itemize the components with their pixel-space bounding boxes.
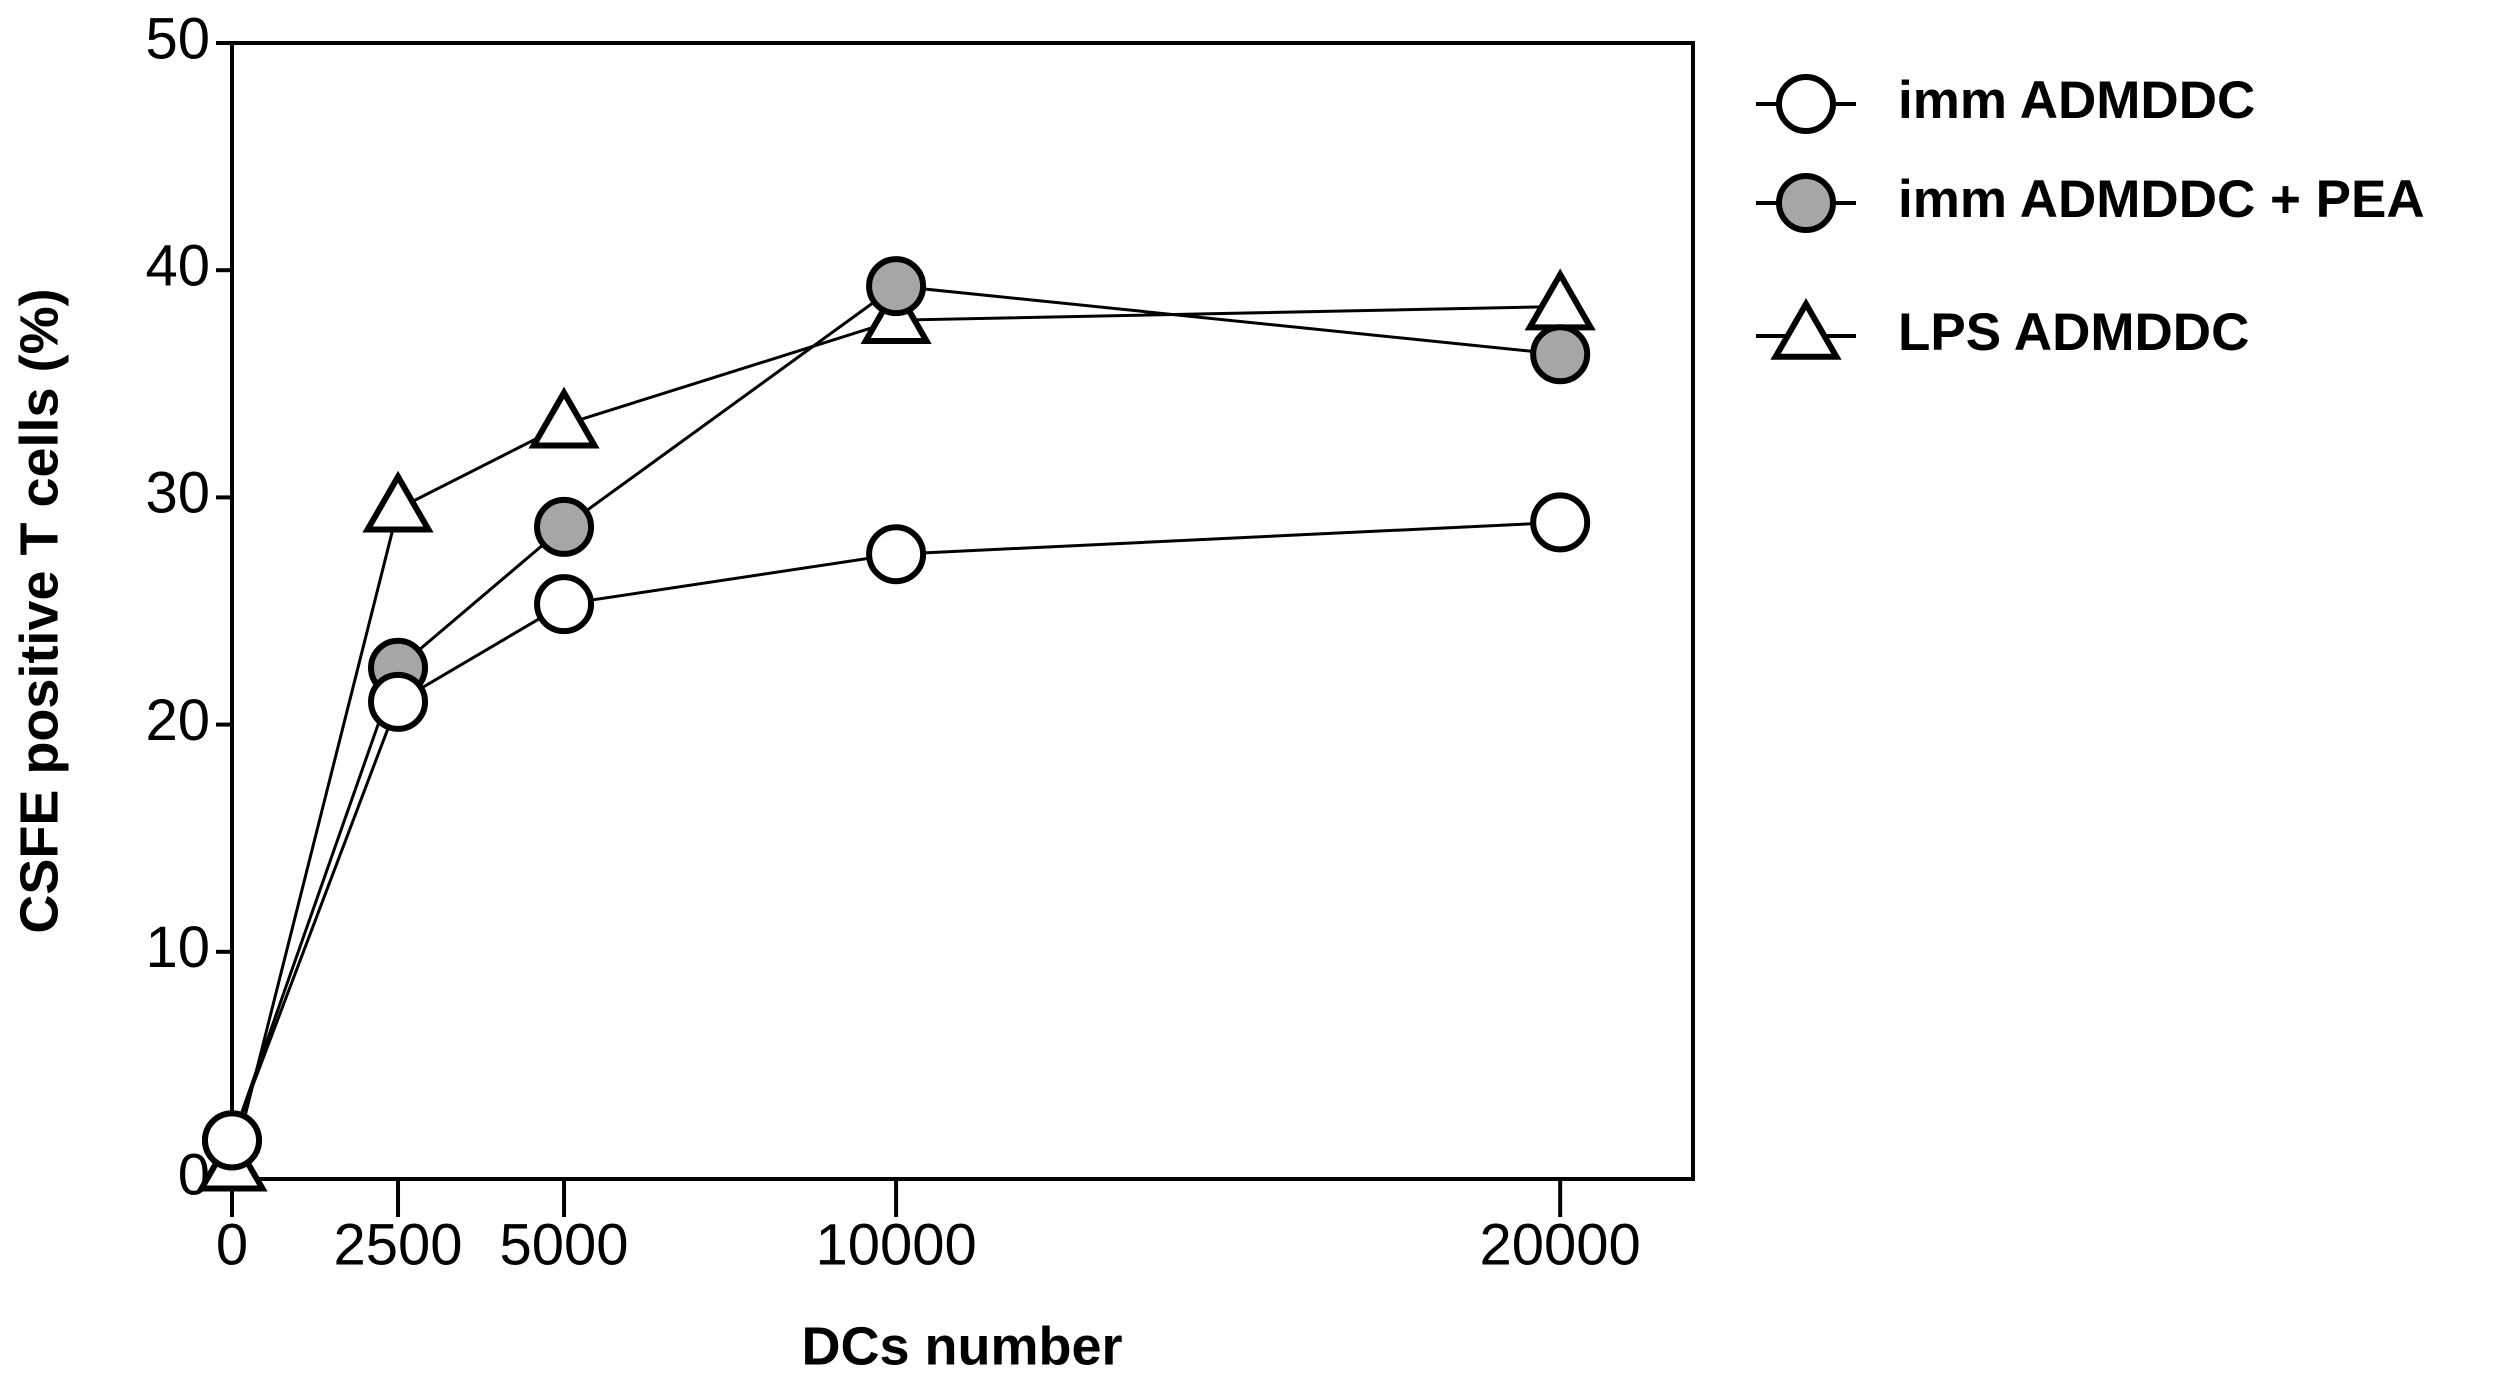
data-point — [1530, 324, 1591, 385]
legend-label: LPS ADMDDC — [1898, 303, 2249, 362]
legend-label: imm ADMDDC + PEA — [1898, 170, 2425, 229]
x-tick-label: 5000 — [500, 1212, 629, 1277]
y-tick-label: 40 — [145, 234, 210, 299]
plot-frame — [230, 41, 1695, 1181]
legend-marker — [1776, 74, 1836, 134]
data-point — [866, 524, 927, 585]
legend-marker — [1776, 173, 1836, 233]
y-tick-label: 0 — [178, 1142, 210, 1207]
data-point — [202, 1110, 262, 1171]
legend-marker — [1770, 297, 1842, 360]
y-tick-label: 50 — [145, 6, 210, 71]
series-line — [230, 284, 1561, 1141]
data-point — [534, 574, 595, 635]
x-axis-title: DCs number — [801, 1316, 1122, 1376]
y-tick-label: 30 — [145, 461, 210, 526]
series-line — [230, 520, 1561, 1141]
data-point — [1530, 492, 1591, 553]
y-tick-label: 20 — [145, 688, 210, 753]
legend-label: imm ADMDDC — [1898, 71, 2255, 130]
x-tick-label: 0 — [216, 1212, 248, 1277]
y-axis-title: CSFE positive T cells (%) — [9, 288, 69, 933]
data-point — [528, 386, 600, 449]
data-point — [534, 496, 595, 557]
series-line — [230, 305, 1561, 1169]
data-point — [866, 256, 927, 317]
data-point — [362, 470, 434, 533]
x-tick-label: 20000 — [1480, 1212, 1641, 1277]
data-point — [368, 671, 429, 732]
y-tick-label: 10 — [145, 915, 210, 980]
x-tick-label: 10000 — [815, 1212, 976, 1277]
x-tick-label: 2500 — [334, 1212, 463, 1277]
data-point — [1524, 268, 1596, 331]
